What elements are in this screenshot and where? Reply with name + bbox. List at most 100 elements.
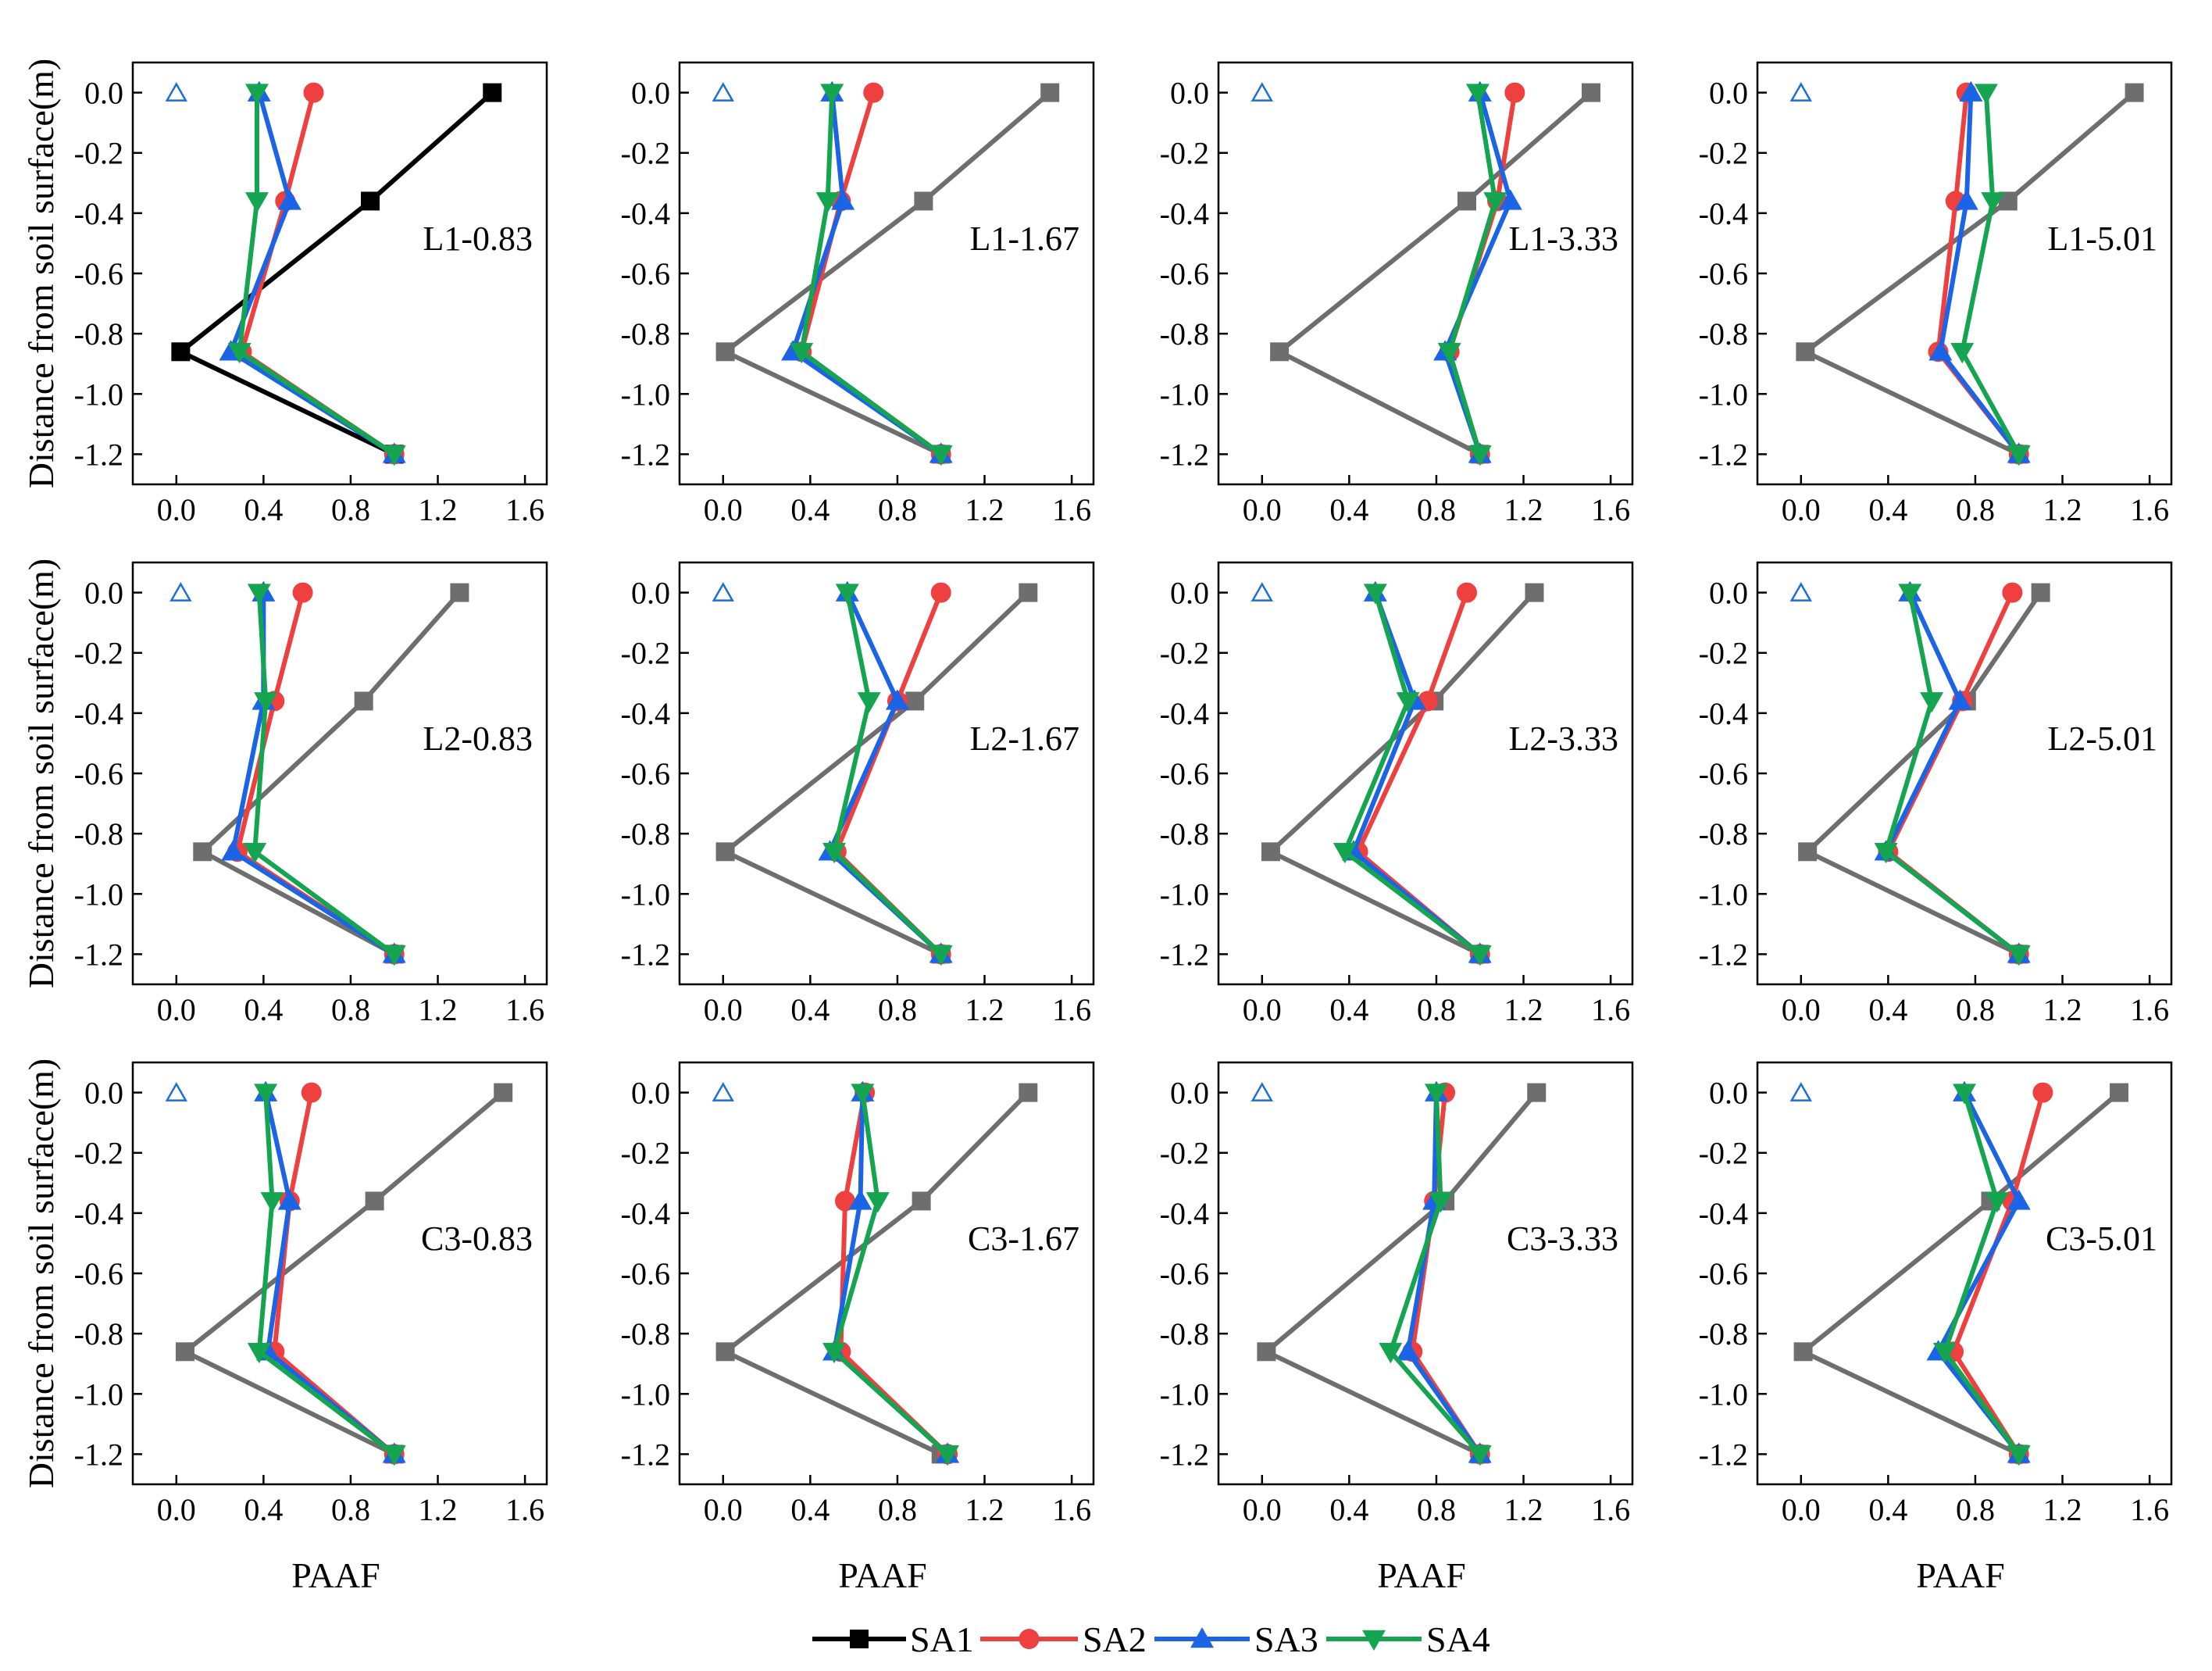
y-tick-label: -1.2 [621, 437, 670, 472]
legend-marker [1019, 1629, 1040, 1649]
data-point-sa3 [1498, 189, 1522, 210]
series-line-sa4 [832, 1090, 951, 1457]
series-line-sa4 [252, 590, 397, 957]
y-tick-label: 0.0 [1170, 1076, 1209, 1111]
y-tick-label: -0.2 [1699, 136, 1748, 171]
data-point-sa4 [2007, 1445, 2031, 1466]
data-point-sa2 [2002, 582, 2023, 603]
legend-marker [1362, 1630, 1386, 1651]
legend-item-sa2: SA2 [980, 1619, 1147, 1659]
y-tick-label: -0.2 [1160, 636, 1209, 671]
y-tick-label: -0.8 [1160, 816, 1209, 852]
y-tick-label: 0.0 [1709, 576, 1748, 611]
x-axis-label: PAAF [838, 1555, 926, 1595]
data-point-sa2 [303, 82, 324, 103]
y-tick-label: -0.2 [74, 136, 123, 171]
y-tick-label: -0.6 [621, 756, 670, 791]
series-line-sa3 [1350, 590, 1482, 957]
y-tick-label: -0.2 [621, 1136, 670, 1171]
series-line-sa1 [1277, 90, 1593, 457]
data-point-sa3 [1928, 340, 1953, 361]
data-point-sa1 [1793, 1342, 1813, 1362]
series-line-sa1 [200, 590, 462, 957]
reference-triangle-marker [1250, 82, 1273, 102]
y-tick-label: -1.0 [74, 877, 123, 912]
data-point-sa1 [1270, 342, 1290, 362]
series-line-sa3 [263, 1090, 397, 1457]
data-point-sa4 [1920, 692, 1944, 713]
x-tick-label: 0.8 [1417, 992, 1456, 1027]
reference-triangle-marker [1789, 82, 1812, 102]
x-tick-label: 0.0 [704, 992, 743, 1027]
y-tick-label: -0.4 [621, 1196, 670, 1231]
y-tick-label: -0.2 [1160, 136, 1209, 171]
y-tick-label: 0.0 [1709, 1076, 1748, 1111]
data-point-sa1 [1582, 83, 1600, 102]
data-point-sa2 [863, 82, 884, 103]
x-tick-label: 1.2 [2043, 1492, 2082, 1527]
legend-label: SA1 [910, 1619, 974, 1659]
panel-grid: 0.0 0.4 0.8 1.2 1.6 0.0 -0.2 -0.4 -0.6 -0.8 -1.0 -1… [21, 59, 2173, 1595]
series-line-sa4 [256, 1090, 397, 1457]
y-tick-label: -1.0 [1160, 377, 1209, 412]
chart-panel: 0.0 0.4 0.8 1.2 1.6 0.0 -0.2 -0.4 -0.6 -0.8 -1.0 -1… [1699, 61, 2173, 527]
panel-label: L1-5.01 [2047, 220, 2157, 258]
panel-label: C3-3.33 [1507, 1219, 1618, 1258]
y-tick-label: -1.0 [1699, 377, 1748, 412]
data-point-sa1 [715, 1342, 735, 1362]
x-tick-label: 0.8 [878, 992, 917, 1027]
x-tick-label: 0.8 [1417, 492, 1456, 527]
data-point-sa4 [254, 1084, 278, 1105]
series-line-sa1 [178, 90, 495, 457]
legend-item-sa1: SA1 [812, 1619, 974, 1659]
data-point-sa1 [354, 691, 373, 711]
data-point-sa4 [822, 843, 847, 864]
series-line-sa1 [1800, 1090, 2122, 1457]
panel-label: L2-3.33 [1508, 719, 1618, 758]
y-tick-label: -0.4 [1160, 696, 1209, 731]
x-tick-label: 1.6 [1052, 992, 1091, 1027]
y-tick-label: 0.0 [1170, 576, 1209, 611]
chart-panel: 0.0 0.4 0.8 1.2 1.6 0.0 -0.2 -0.4 -0.6 -0.8 -1.0 -1… [21, 559, 548, 1027]
chart-panel: 0.0 0.4 0.8 1.2 1.6 0.0 -0.2 -0.4 -0.6 -0.8 -1.0 -1… [1699, 1061, 2173, 1595]
y-tick-label: -0.8 [74, 1316, 123, 1351]
y-tick-label: -0.6 [1699, 1256, 1748, 1291]
data-point-sa4 [1985, 1192, 2009, 1213]
y-tick-label: -0.4 [621, 696, 670, 731]
series-line-sa2 [1951, 1090, 2046, 1457]
y-tick-label: 0.0 [631, 576, 670, 611]
x-tick-label: 0.0 [157, 1492, 196, 1527]
y-tick-label: -0.8 [621, 316, 670, 352]
series-line-sa4 [1342, 590, 1482, 957]
legend-label: SA2 [1083, 1619, 1147, 1659]
x-tick-label: 1.2 [965, 992, 1004, 1027]
y-tick-label: -0.4 [1160, 196, 1209, 231]
data-point-sa1 [1257, 1342, 1276, 1362]
y-tick-label: -1.2 [621, 1437, 670, 1472]
x-tick-label: 0.4 [244, 992, 283, 1027]
y-tick-label: -0.8 [1699, 1316, 1748, 1351]
y-tick-label: -0.8 [621, 816, 670, 852]
x-axis-label: PAAF [1916, 1555, 2004, 1595]
data-point-sa2 [835, 1191, 855, 1212]
x-axis-label: PAAF [291, 1555, 380, 1595]
x-tick-label: 0.0 [1782, 492, 1821, 527]
data-point-sa4 [1437, 343, 1461, 364]
data-point-sa3 [885, 689, 909, 710]
data-point-sa3 [221, 840, 245, 861]
data-point-sa4 [1874, 843, 1898, 864]
data-point-sa1 [450, 583, 469, 602]
y-tick-label: -0.2 [74, 636, 123, 671]
y-tick-label: -0.4 [74, 1196, 123, 1231]
panel-label: L1-0.83 [423, 220, 533, 258]
chart-panel: 0.0 0.4 0.8 1.2 1.6 0.0 -0.2 -0.4 -0.6 -0.8 -1.0 -1… [621, 61, 1095, 527]
y-tick-label: -1.2 [74, 437, 123, 472]
y-tick-label: -0.4 [1160, 1196, 1209, 1231]
x-tick-label: 0.8 [1956, 1492, 1995, 1527]
x-tick-label: 1.6 [1052, 492, 1091, 527]
x-tick-label: 0.0 [1243, 1492, 1282, 1527]
data-point-sa4 [382, 1445, 406, 1466]
y-tick-label: -0.8 [74, 816, 123, 852]
x-tick-label: 0.8 [878, 492, 917, 527]
y-tick-label: -1.0 [621, 377, 670, 412]
